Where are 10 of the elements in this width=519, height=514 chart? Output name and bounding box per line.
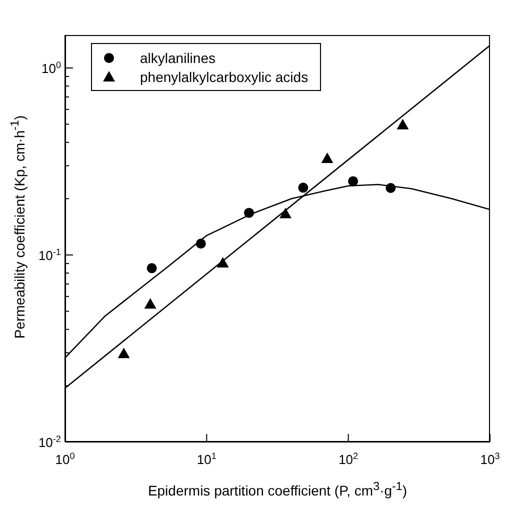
x-tick-label: 10$^{0}$	[55, 451, 75, 467]
y-tick-label: 10$^{-1}$	[38, 246, 61, 263]
x-tick-label: 10$^{1}$	[196, 451, 216, 467]
legend-label: phenylalkylcarboxylic acids	[140, 68, 308, 84]
y-tick-label: 10$^{-2}$	[38, 434, 61, 450]
legend-label: alkylanilines	[140, 50, 216, 66]
y-tick-label: 10$^{0}$	[41, 60, 61, 76]
x-tick-label: 10$^{2}$	[338, 451, 358, 467]
x-tick-label: 10$^{3}$	[480, 451, 500, 467]
x-axis-title: Epidermis partition coefficient (P, cm$^{3}$·g$^{-1}$)	[146, 480, 408, 499]
